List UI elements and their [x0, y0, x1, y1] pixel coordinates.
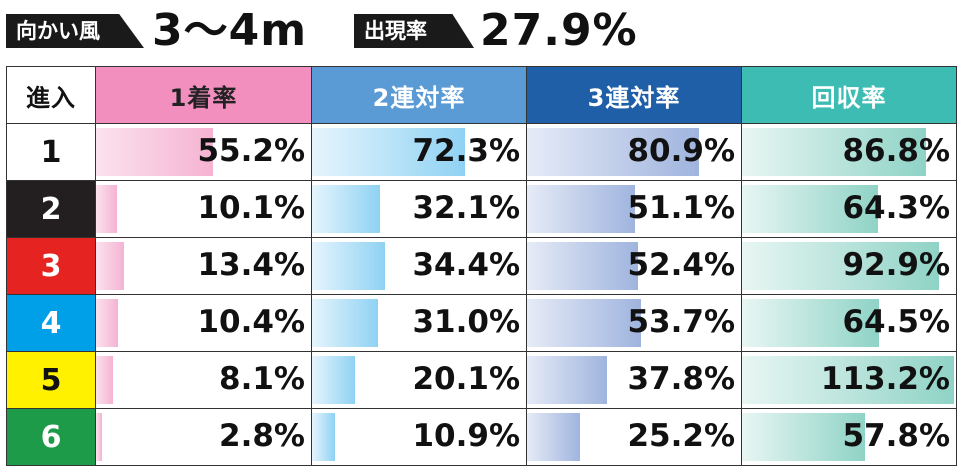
value-win-rate: 13.4% [197, 247, 305, 283]
value-recovery-rate: 64.3% [842, 190, 950, 226]
cell-top2-rate: 32.1% [311, 180, 527, 238]
bar-recovery-rate [742, 185, 878, 233]
bar-top3-rate [527, 128, 699, 176]
value-top3-rate: 25.2% [627, 418, 735, 454]
bar-win-rate [96, 185, 117, 233]
bar-top2-rate [312, 299, 378, 347]
value-top2-rate: 72.3% [412, 133, 520, 169]
bar-top2-rate [312, 128, 465, 176]
rate-value: 27.9% [480, 5, 638, 56]
value-recovery-rate: 92.9% [842, 247, 950, 283]
bar-top3-rate [527, 299, 641, 347]
cell-recovery-rate: 64.3% [741, 180, 957, 238]
bar-win-rate [96, 356, 113, 404]
cell-top2-rate: 10.9% [311, 408, 527, 466]
cell-recovery-rate: 64.5% [741, 294, 957, 352]
table-row: 6 2.8% 10.9% 25.2% 57.8% [6, 408, 957, 466]
col-header-entry: 進入 [6, 66, 96, 124]
bar-top2-rate [312, 185, 380, 233]
rate-label: 出現率 [354, 14, 474, 48]
cell-recovery-rate: 113.2% [741, 351, 957, 409]
bar-recovery-rate [742, 242, 939, 290]
cell-top2-rate: 72.3% [311, 123, 527, 181]
cell-top2-rate: 31.0% [311, 294, 527, 352]
wind-value: 3～4m [152, 5, 308, 56]
bar-recovery-rate [742, 356, 954, 404]
value-win-rate: 2.8% [219, 418, 305, 454]
value-top3-rate: 80.9% [627, 133, 735, 169]
value-win-rate: 55.2% [197, 133, 305, 169]
bar-top3-rate [527, 413, 580, 461]
bar-win-rate [96, 242, 124, 290]
value-win-rate: 10.4% [197, 304, 305, 340]
bar-top2-rate [312, 242, 385, 290]
cell-win-rate: 2.8% [95, 408, 312, 466]
bar-top2-rate [312, 413, 335, 461]
col-header-win-rate: 1着率 [95, 66, 312, 124]
col-header-top3-rate: 3連対率 [526, 66, 742, 124]
cell-top3-rate: 37.8% [526, 351, 742, 409]
value-top3-rate: 52.4% [627, 247, 735, 283]
wind-label: 向かい風 [6, 14, 144, 48]
cell-top3-rate: 25.2% [526, 408, 742, 466]
bar-top2-rate [312, 356, 355, 404]
table-row: 5 8.1% 20.1% 37.8% 113.2% [6, 351, 957, 409]
value-win-rate: 8.1% [219, 361, 305, 397]
cell-win-rate: 55.2% [95, 123, 312, 181]
lane-number: 1 [6, 123, 96, 181]
cell-recovery-rate: 86.8% [741, 123, 957, 181]
bar-recovery-rate [742, 413, 865, 461]
value-top3-rate: 37.8% [627, 361, 735, 397]
col-header-top2-rate: 2連対率 [311, 66, 527, 124]
value-recovery-rate: 64.5% [842, 304, 950, 340]
value-win-rate: 10.1% [197, 190, 305, 226]
value-top2-rate: 34.4% [412, 247, 520, 283]
header: 向かい風 3～4m 出現率 27.9% [0, 0, 962, 62]
stats-table: 進入 1着率 2連対率 3連対率 回収率 1 55.2% 72.3% 80.9% 86.… [6, 66, 957, 466]
bar-top3-rate [527, 242, 638, 290]
cell-win-rate: 10.4% [95, 294, 312, 352]
lane-number: 3 [6, 237, 96, 295]
value-top2-rate: 32.1% [412, 190, 520, 226]
lane-number: 2 [6, 180, 96, 238]
bar-win-rate [96, 299, 118, 347]
value-recovery-rate: 113.2% [820, 361, 950, 397]
col-header-recovery-rate: 回収率 [741, 66, 957, 124]
value-recovery-rate: 57.8% [842, 418, 950, 454]
cell-recovery-rate: 92.9% [741, 237, 957, 295]
header-row: 進入 1着率 2連対率 3連対率 回収率 [6, 66, 957, 124]
bar-recovery-rate [742, 299, 879, 347]
table-row: 2 10.1% 32.1% 51.1% 64.3% [6, 180, 957, 238]
table-row: 4 10.4% 31.0% 53.7% 64.5% [6, 294, 957, 352]
value-top3-rate: 53.7% [627, 304, 735, 340]
bar-win-rate [96, 413, 102, 461]
value-top2-rate: 31.0% [412, 304, 520, 340]
cell-win-rate: 10.1% [95, 180, 312, 238]
cell-top3-rate: 51.1% [526, 180, 742, 238]
lane-number: 5 [6, 351, 96, 409]
value-top3-rate: 51.1% [627, 190, 735, 226]
value-top2-rate: 10.9% [412, 418, 520, 454]
bar-recovery-rate [742, 128, 926, 176]
bar-top3-rate [527, 356, 607, 404]
cell-top2-rate: 34.4% [311, 237, 527, 295]
table-row: 1 55.2% 72.3% 80.9% 86.8% [6, 123, 957, 181]
value-recovery-rate: 86.8% [842, 133, 950, 169]
value-top2-rate: 20.1% [412, 361, 520, 397]
cell-top2-rate: 20.1% [311, 351, 527, 409]
table-row: 3 13.4% 34.4% 52.4% 92.9% [6, 237, 957, 295]
cell-win-rate: 13.4% [95, 237, 312, 295]
lane-number: 6 [6, 408, 96, 466]
bar-top3-rate [527, 185, 635, 233]
cell-win-rate: 8.1% [95, 351, 312, 409]
lane-number: 4 [6, 294, 96, 352]
bar-win-rate [96, 128, 213, 176]
cell-top3-rate: 53.7% [526, 294, 742, 352]
cell-top3-rate: 80.9% [526, 123, 742, 181]
cell-recovery-rate: 57.8% [741, 408, 957, 466]
cell-top3-rate: 52.4% [526, 237, 742, 295]
